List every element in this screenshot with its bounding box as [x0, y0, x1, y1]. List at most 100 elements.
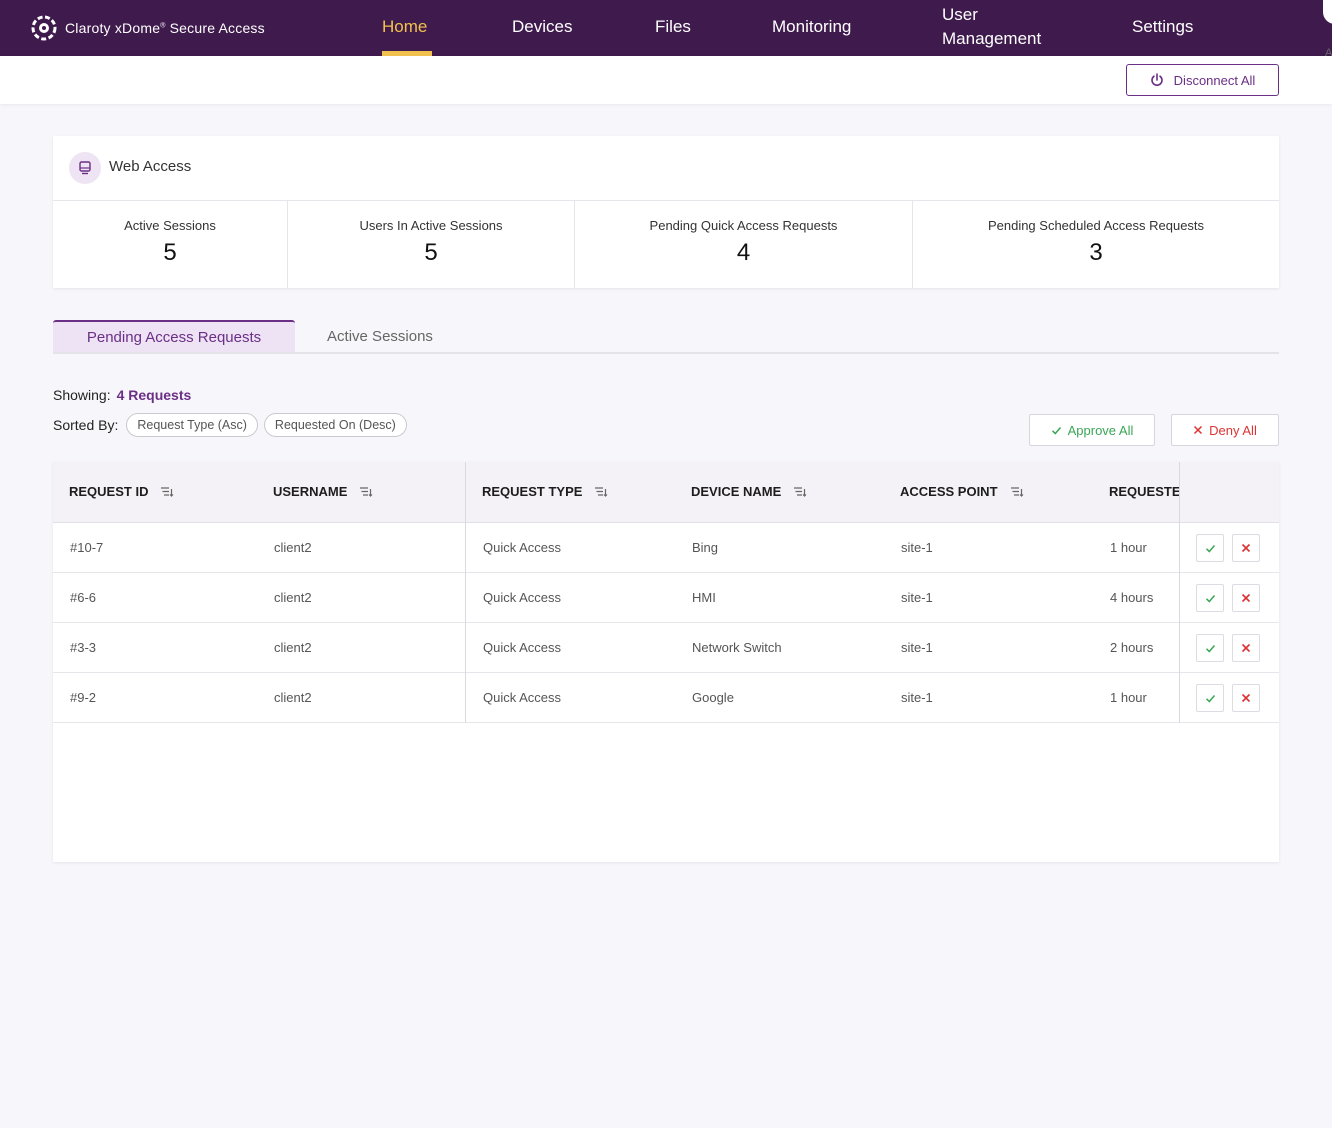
cell-username: client2 — [274, 690, 312, 705]
stat-value: 4 — [736, 239, 751, 266]
cell-requested: 1 hour — [1110, 690, 1147, 705]
cell-username: client2 — [274, 590, 312, 605]
deny-button[interactable] — [1232, 584, 1260, 612]
sort-chip-request-type[interactable]: Request Type (Asc) — [126, 413, 258, 437]
sort-icon[interactable] — [359, 486, 373, 498]
close-icon — [1241, 543, 1251, 553]
showing-summary: Showing: 4 Requests — [53, 387, 191, 403]
stat-active-sessions: Active Sessions 5 — [53, 201, 288, 288]
cell-request-id: #6-6 — [70, 590, 97, 605]
monitor-icon — [69, 152, 101, 184]
web-access-card: Web Access Active Sessions 5 Users In Ac… — [53, 136, 1279, 288]
stat-value: 5 — [163, 239, 177, 266]
nav-user-management-line2: Management — [942, 29, 1042, 48]
nav-devices[interactable]: Devices — [512, 17, 573, 36]
sort-chip-requested-on[interactable]: Requested On (Desc) — [263, 413, 407, 437]
column-label: REQUEST ID — [69, 484, 149, 499]
nav-home[interactable]: Home — [382, 17, 428, 36]
approve-button[interactable] — [1196, 534, 1224, 562]
cell-access-point: site-1 — [901, 690, 933, 705]
deny-all-label: Deny All — [1209, 422, 1257, 438]
cell-device-name: Network Switch — [692, 640, 782, 655]
cell-request-id: #9-2 — [70, 690, 97, 705]
cell-request-type: Quick Access — [483, 590, 562, 605]
brand[interactable]: Claroty xDome® Secure Access — [31, 15, 265, 41]
approve-all-button[interactable]: Approve All — [1029, 414, 1155, 446]
stat-value: 5 — [424, 239, 438, 266]
nav-monitoring[interactable]: Monitoring — [772, 17, 852, 36]
close-icon — [1241, 593, 1251, 603]
column-device-name: DEVICE NAME — [691, 484, 807, 499]
cell-access-point: site-1 — [901, 540, 933, 555]
column-access-point: ACCESS POINT — [900, 484, 1024, 499]
column-requested-on: REQUESTE — [1109, 484, 1179, 499]
cell-device-name: Google — [692, 690, 734, 705]
sorted-by: Sorted By: Request Type (Asc) Requested … — [53, 413, 407, 437]
stat-pending-quick-access: Pending Quick Access Requests 4 — [575, 201, 913, 288]
disconnect-all-label: Disconnect All — [1173, 72, 1256, 88]
table-row[interactable]: #10-7 client2 Quick Access Bing site-1 1… — [53, 523, 1279, 573]
disconnect-all-button[interactable]: Disconnect All — [1126, 64, 1279, 96]
deny-button[interactable] — [1232, 684, 1260, 712]
tab-bar: Pending Access Requests Active Sessions — [53, 320, 1279, 354]
nav-settings[interactable]: Settings — [1132, 17, 1194, 36]
column-request-type: REQUEST TYPE — [482, 484, 608, 499]
column-username: USERNAME — [273, 484, 373, 499]
cell-request-id: #3-3 — [70, 640, 97, 655]
deny-button[interactable] — [1232, 634, 1260, 662]
table-row[interactable]: #3-3 client2 Quick Access Network Switch… — [53, 623, 1279, 673]
cell-access-point: site-1 — [901, 590, 933, 605]
user-avatar[interactable] — [1323, 0, 1332, 24]
nav-user-management-line1: User — [942, 5, 978, 24]
nav-user-management[interactable]: User Management — [942, 3, 1041, 51]
check-icon — [1205, 544, 1215, 553]
table-header: REQUEST ID USERNAME REQUEST TYPE DEVICE … — [53, 462, 1279, 523]
cell-access-point: site-1 — [901, 640, 933, 655]
web-access-title: Web Access — [109, 158, 192, 175]
web-access-header: Web Access — [53, 136, 1279, 201]
power-icon — [1150, 73, 1163, 86]
column-label: DEVICE NAME — [691, 484, 782, 499]
nav-files[interactable]: Files — [655, 17, 691, 36]
sort-icon[interactable] — [1010, 486, 1024, 498]
action-bar: Disconnect All — [0, 56, 1332, 104]
cell-device-name: Bing — [692, 540, 719, 555]
close-icon — [1241, 643, 1251, 653]
cell-requested: 2 hours — [1110, 640, 1154, 655]
sticky-actions-divider — [1179, 462, 1180, 723]
sorted-by-label: Sorted By: — [53, 417, 119, 433]
cell-request-type: Quick Access — [483, 690, 562, 705]
sort-icon[interactable] — [160, 486, 174, 498]
stat-value: 3 — [1089, 239, 1103, 266]
cell-request-type: Quick Access — [483, 640, 562, 655]
claroty-logo-icon — [31, 15, 57, 41]
stat-label: Active Sessions — [124, 218, 216, 233]
stat-label: Users In Active Sessions — [359, 218, 503, 233]
top-navbar: Claroty xDome® Secure Access Home Device… — [0, 0, 1332, 56]
approve-button[interactable] — [1196, 634, 1224, 662]
check-icon — [1205, 694, 1215, 703]
edge-text: A — [1325, 47, 1332, 59]
tab-active-sessions[interactable]: Active Sessions — [327, 327, 433, 345]
column-label: ACCESS POINT — [900, 484, 998, 499]
deny-all-button[interactable]: Deny All — [1171, 414, 1279, 446]
sort-icon[interactable] — [793, 486, 807, 498]
stat-pending-scheduled-access: Pending Scheduled Access Requests 3 — [913, 201, 1279, 288]
deny-button[interactable] — [1232, 534, 1260, 562]
approve-button[interactable] — [1196, 584, 1224, 612]
cell-username: client2 — [274, 540, 312, 555]
table-row[interactable]: #9-2 client2 Quick Access Google site-1 … — [53, 673, 1279, 723]
cell-request-type: Quick Access — [483, 540, 562, 555]
cell-request-id: #10-7 — [70, 540, 104, 555]
tab-pending-access-requests[interactable]: Pending Access Requests — [53, 320, 295, 352]
table-row[interactable]: #6-6 client2 Quick Access HMI site-1 4 h… — [53, 573, 1279, 623]
approve-button[interactable] — [1196, 684, 1224, 712]
stat-users-in-active-sessions: Users In Active Sessions 5 — [288, 201, 575, 288]
cell-username: client2 — [274, 640, 312, 655]
cell-requested: 1 hour — [1110, 540, 1147, 555]
cell-device-name: HMI — [692, 590, 716, 605]
column-request-id: REQUEST ID — [69, 484, 174, 499]
sort-icon[interactable] — [594, 486, 608, 498]
close-icon — [1241, 693, 1251, 703]
check-icon — [1205, 594, 1215, 603]
